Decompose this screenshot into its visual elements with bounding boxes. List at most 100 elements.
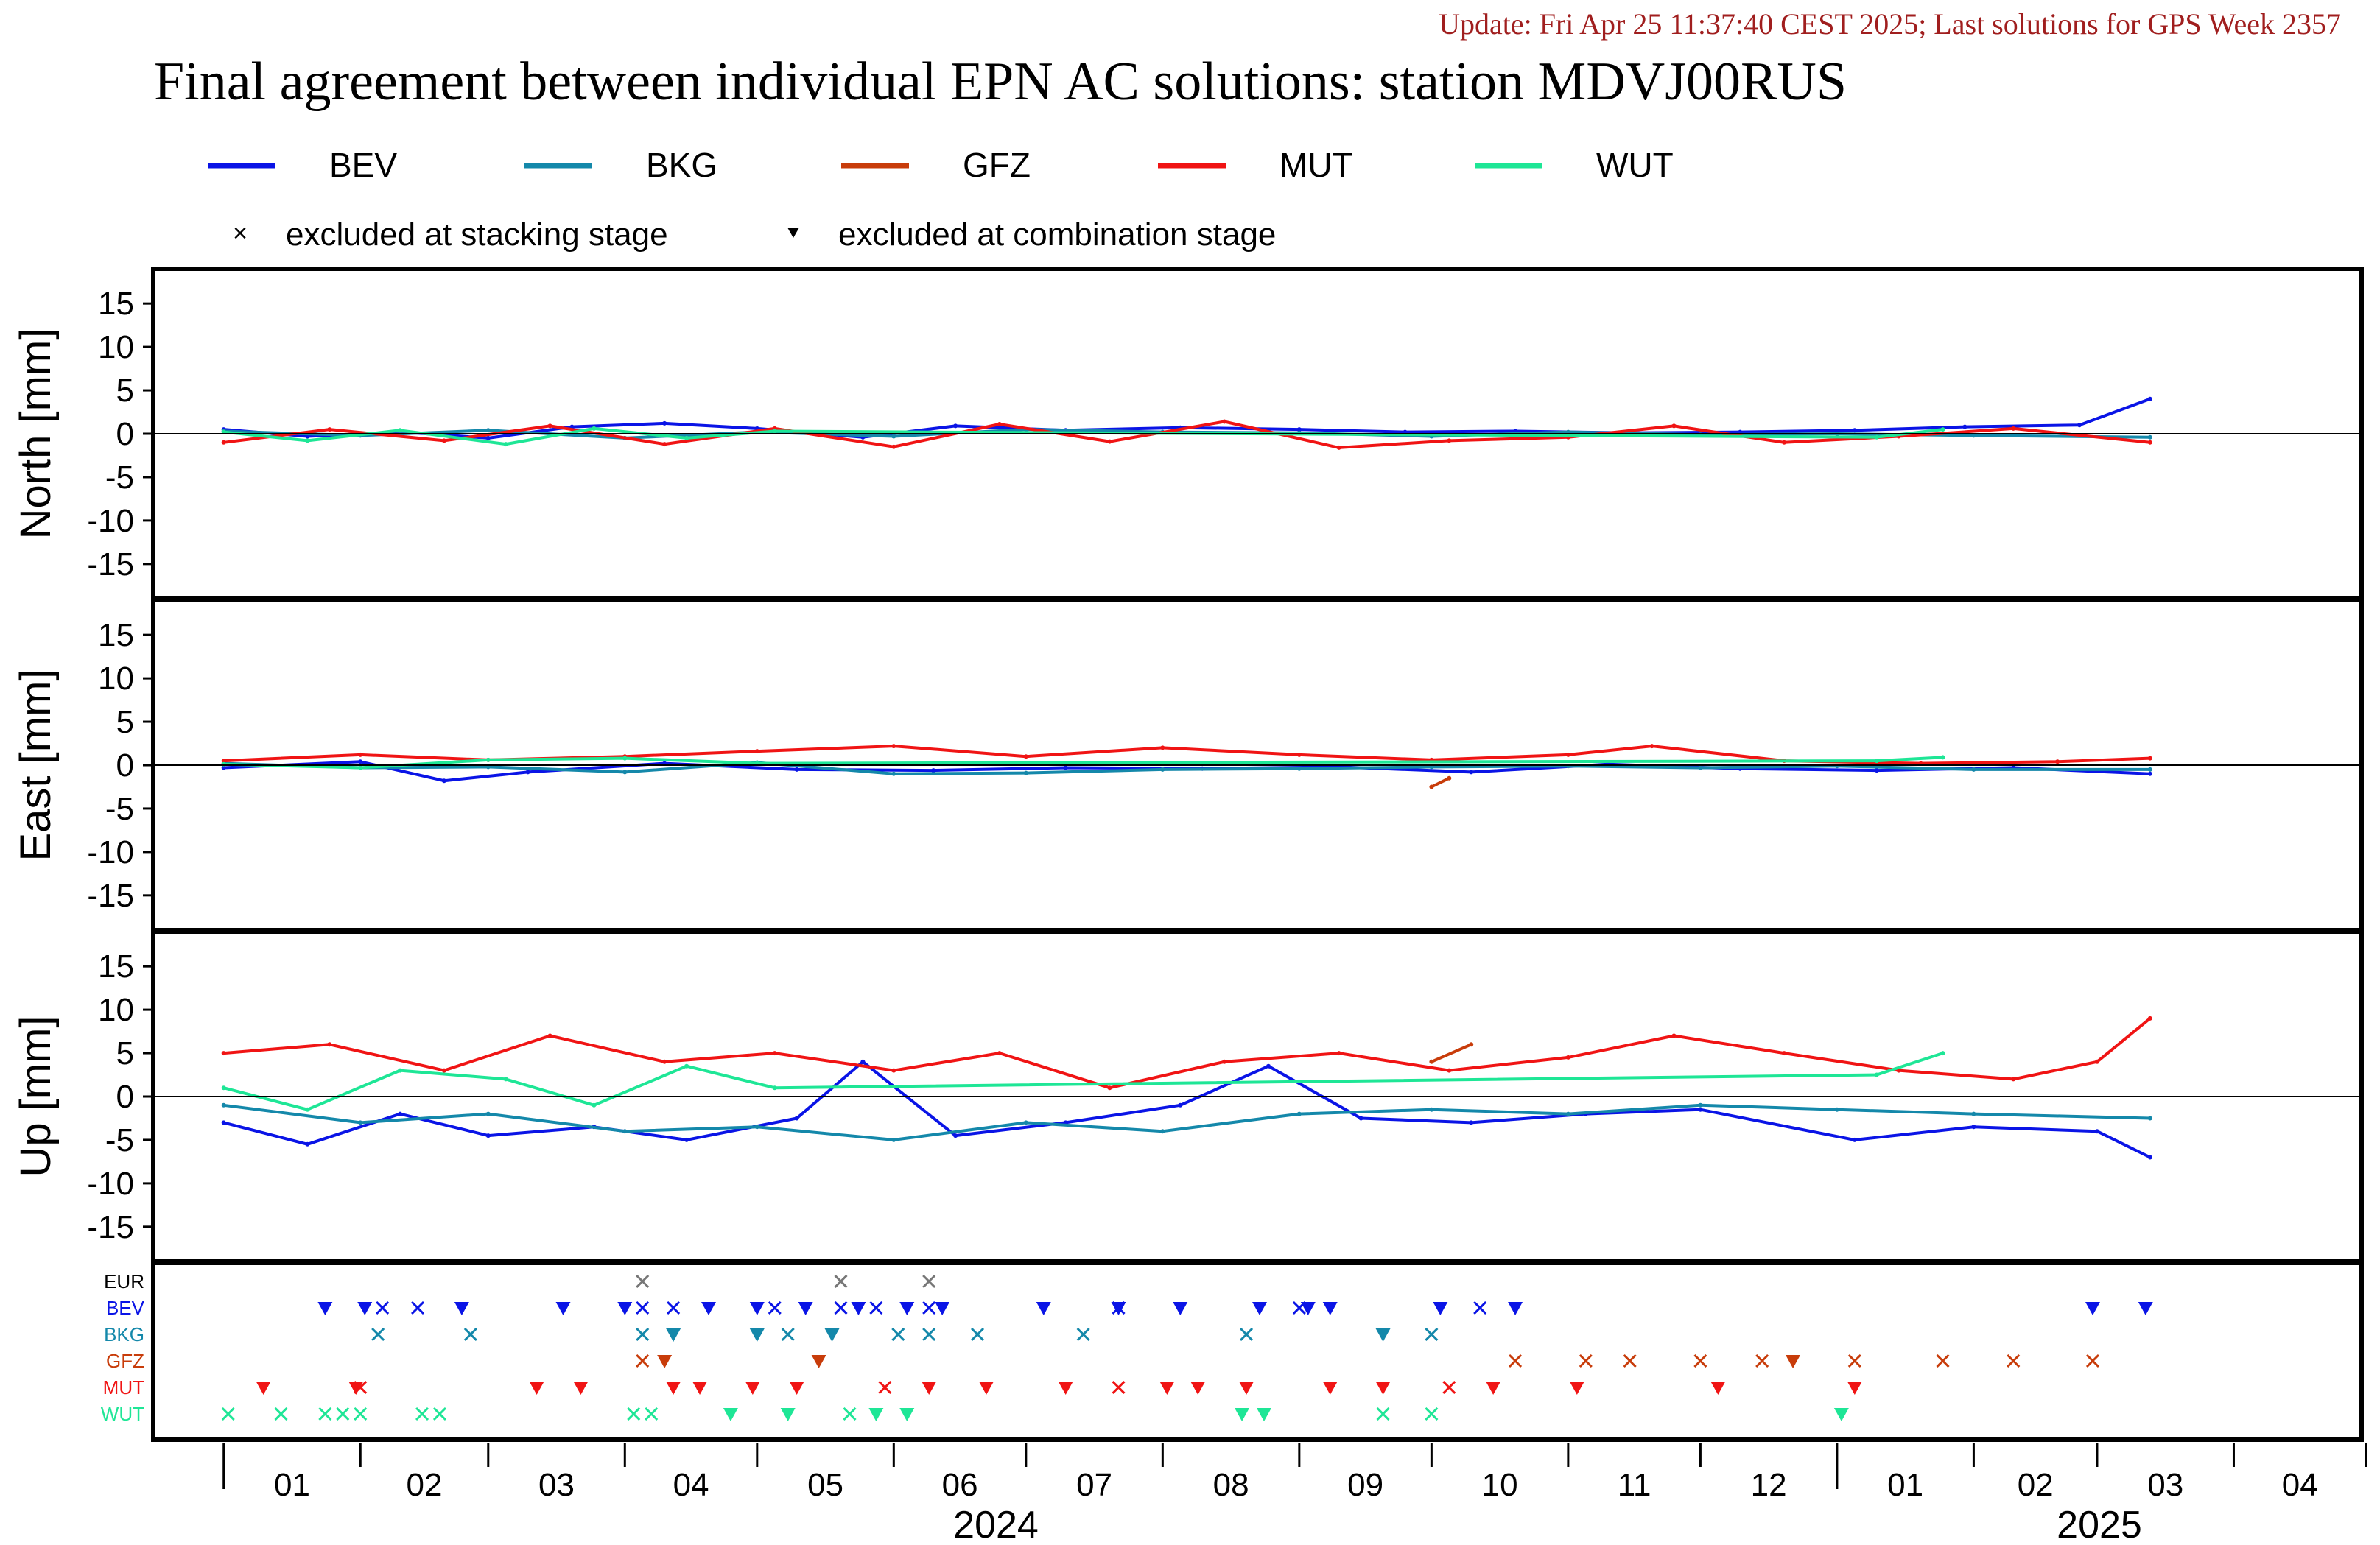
exclusion-triangle-gfz [811, 1355, 826, 1368]
exclusion-triangle-bev [1252, 1302, 1267, 1315]
up-point-mut [891, 1068, 896, 1073]
exclusion-triangle-bev [701, 1302, 716, 1315]
exclusion-cross-wut [221, 1407, 235, 1421]
exclusion-cross-gfz [1579, 1354, 1593, 1368]
exclusion-triangle-bev [749, 1302, 765, 1315]
exclusion-triangle-bev [1111, 1302, 1126, 1315]
exclusion-cross-mut [878, 1380, 892, 1395]
up-point-bev [1852, 1137, 1857, 1142]
exclusion-cross-gfz [1509, 1354, 1523, 1368]
exclusion-triangle-bev [1036, 1302, 1051, 1315]
exclusion-cross-bkg [636, 1327, 650, 1342]
east-point-mut [1296, 752, 1302, 757]
exclusion-cross-mut [1442, 1380, 1456, 1395]
exclusion-cross-bkg [1239, 1327, 1254, 1342]
exclusion-triangle-gfz [657, 1355, 673, 1368]
exclusion-triangle-mut [348, 1382, 364, 1395]
up-point-bev [1469, 1120, 1474, 1125]
up-point-bev [305, 1141, 310, 1147]
exclusion-cross-bev [922, 1301, 936, 1315]
up-point-wut [221, 1085, 226, 1091]
exclusion-cross-eur [922, 1274, 936, 1289]
east-point-wut [1940, 755, 1945, 760]
exclusion-triangle-mut [1159, 1382, 1175, 1395]
north-point-bev [1962, 424, 1967, 429]
month-label: 04 [2282, 1467, 2318, 1503]
north-ylabel: North [mm] [12, 328, 60, 540]
up-point-wut [503, 1077, 508, 1082]
up-point-mut [772, 1051, 777, 1056]
exclusion-triangle-wut [899, 1408, 915, 1421]
up-point-bkg [358, 1120, 363, 1125]
east-point-bev [441, 778, 446, 784]
exclusion-triangle-mut [789, 1382, 804, 1395]
exclusion-triangle-mut [529, 1382, 544, 1395]
exclusion-triangle-wut [1833, 1408, 1849, 1421]
exclusion-row-label-bkg: BKG [104, 1323, 144, 1345]
east-point-mut [221, 759, 226, 764]
up-point-mut [1336, 1051, 1341, 1056]
north-point-wut [592, 426, 597, 431]
up-point-bkg [1971, 1111, 1976, 1116]
east-ytick-label: 5 [116, 704, 134, 740]
north-point-mut [327, 427, 332, 432]
up-point-bkg [1698, 1102, 1703, 1108]
east-point-bev [931, 768, 936, 773]
exclusion-cross-wut [432, 1407, 447, 1421]
up-point-bev [2147, 1155, 2152, 1160]
up-point-mut [662, 1059, 667, 1064]
north-point-wut [1940, 427, 1945, 432]
east-point-mut [358, 752, 363, 757]
exclusion-triangle-gfz [1786, 1355, 1801, 1368]
east-point-mut [1649, 744, 1654, 749]
exclusion-triangle-mut [922, 1382, 937, 1395]
up-point-wut [305, 1107, 310, 1112]
up-point-mut [547, 1033, 552, 1038]
panels: 15 10 5 0 -5 -10 -15 North [mm] 15 10 5 0 -5 -10 -15 Ea… [12, 267, 2364, 1442]
up-point-bev [794, 1116, 799, 1121]
exclusion-cross-wut [354, 1407, 368, 1421]
up-point-gfz [1429, 1059, 1434, 1064]
north-point-mut [1222, 419, 1227, 424]
exclusion-cross-gfz [2085, 1354, 2100, 1368]
month-label: 07 [1076, 1467, 1112, 1503]
legend-excluded-combination: excluded at combination stage [838, 217, 1276, 253]
up-series-mut [221, 1016, 2152, 1091]
east-point-bev [221, 765, 226, 770]
up-point-bev [1971, 1125, 1976, 1130]
north-line-mut [223, 420, 2151, 449]
up-series-bkg [221, 1102, 2152, 1142]
panel-east: 15 10 5 0 -5 -10 -15 East [mm] [12, 598, 2364, 932]
legend-label-gfz: GFZ [963, 146, 1031, 184]
legend-excluded-stacking: excluded at stacking stage [286, 217, 668, 253]
up-point-mut [2147, 1016, 2152, 1021]
north-point-mut [1782, 440, 1787, 445]
exclusion-triangle-mut [1322, 1382, 1338, 1395]
north-point-mut [662, 442, 667, 447]
east-series-gfz [1429, 775, 1452, 789]
panel-exclusions: EUR BEV BKG GFZ MUT WUT [101, 1261, 2364, 1442]
month-label: 01 [1887, 1467, 1923, 1503]
exclusion-row-label-mut: MUT [103, 1376, 144, 1398]
north-point-wut [503, 442, 508, 447]
east-point-bev [525, 770, 530, 775]
north-point-mut [1671, 423, 1677, 429]
north-point-bev [662, 420, 667, 426]
exclusion-cross-bev [1473, 1301, 1487, 1315]
legend-label-bkg: BKG [646, 146, 717, 184]
year-label-2024: 2024 [953, 1504, 1039, 1545]
north-point-bev [2077, 423, 2082, 428]
exclusion-triangle-bev [617, 1302, 633, 1315]
east-point-gfz [1447, 775, 1452, 781]
east-point-bkg [891, 771, 896, 776]
up-point-gfz [1469, 1042, 1474, 1047]
north-point-bev [1852, 428, 1857, 433]
north-point-bev [2147, 396, 2152, 401]
exclusion-cross-bev [768, 1301, 782, 1315]
east-point-bev [1874, 768, 1879, 773]
exclusion-cross-bev [376, 1301, 390, 1315]
exclusion-row-label-gfz: GFZ [106, 1350, 144, 1372]
north-line-bev [223, 397, 2151, 440]
north-point-mut [997, 422, 1002, 426]
